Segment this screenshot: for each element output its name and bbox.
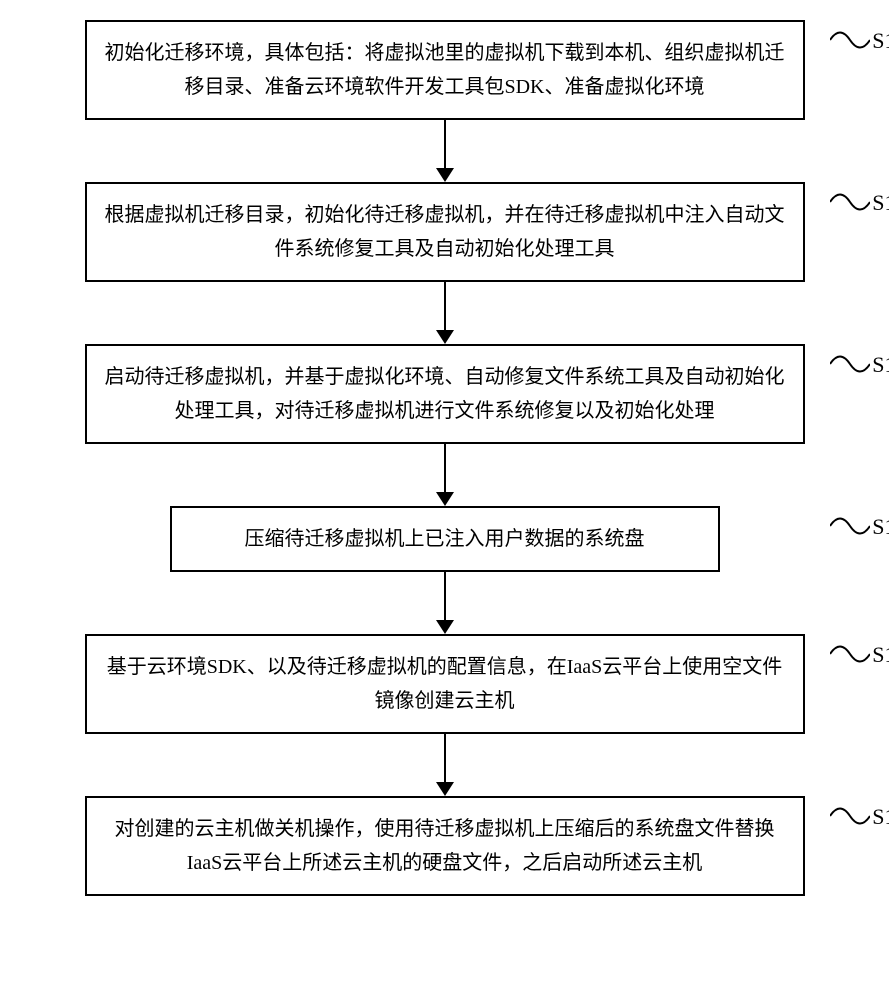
connector-curve [830,25,870,57]
arrow-line [444,120,446,170]
arrow-down [20,120,869,182]
connector-curve [830,187,870,219]
arrow-head [436,330,454,344]
arrow-line [444,282,446,332]
arrow-line [444,444,446,494]
step-label: S102 [830,184,889,221]
step-text: 基于云环境SDK、以及待迁移虚拟机的配置信息，在IaaS云平台上使用空文件镜像创… [107,656,783,712]
connector-curve [830,639,870,671]
arrow-down [20,282,869,344]
arrow-down [20,572,869,634]
arrow-head [436,620,454,634]
step-id: S105 [872,636,889,673]
step-text: 根据虚拟机迁移目录，初始化待迁移虚拟机，并在待迁移虚拟机中注入自动文件系统修复工… [105,204,785,260]
step-id: S101 [872,22,889,59]
step-label: S105 [830,636,889,673]
connector-curve [830,511,870,543]
arrow-line [444,734,446,784]
step-label: S103 [830,346,889,383]
arrow-head [436,168,454,182]
step-box-s103: 启动待迁移虚拟机，并基于虚拟化环境、自动修复文件系统工具及自动初始化处理工具，对… [85,344,805,444]
connector-curve [830,349,870,381]
step-row: 基于云环境SDK、以及待迁移虚拟机的配置信息，在IaaS云平台上使用空文件镜像创… [20,634,869,734]
arrow-down [20,444,869,506]
step-row: 根据虚拟机迁移目录，初始化待迁移虚拟机，并在待迁移虚拟机中注入自动文件系统修复工… [20,182,869,282]
step-text: 启动待迁移虚拟机，并基于虚拟化环境、自动修复文件系统工具及自动初始化处理工具，对… [105,366,785,422]
arrow-head [436,492,454,506]
step-box-s104: 压缩待迁移虚拟机上已注入用户数据的系统盘 S104 [170,506,720,572]
arrow-head [436,782,454,796]
step-row: 压缩待迁移虚拟机上已注入用户数据的系统盘 S104 [20,506,869,572]
step-id: S102 [872,184,889,221]
arrow-line [444,572,446,622]
step-box-s102: 根据虚拟机迁移目录，初始化待迁移虚拟机，并在待迁移虚拟机中注入自动文件系统修复工… [85,182,805,282]
flowchart-container: 初始化迁移环境，具体包括：将虚拟池里的虚拟机下载到本机、组织虚拟机迁移目录、准备… [20,20,869,896]
step-row: 初始化迁移环境，具体包括：将虚拟池里的虚拟机下载到本机、组织虚拟机迁移目录、准备… [20,20,869,120]
step-id: S106 [872,798,889,835]
step-id: S104 [872,508,889,545]
step-label: S101 [830,22,889,59]
step-row: 对创建的云主机做关机操作，使用待迁移虚拟机上压缩后的系统盘文件替换IaaS云平台… [20,796,869,896]
step-row: 启动待迁移虚拟机，并基于虚拟化环境、自动修复文件系统工具及自动初始化处理工具，对… [20,344,869,444]
step-label: S104 [830,508,889,545]
step-text: 压缩待迁移虚拟机上已注入用户数据的系统盘 [245,528,645,550]
step-id: S103 [872,346,889,383]
step-box-s106: 对创建的云主机做关机操作，使用待迁移虚拟机上压缩后的系统盘文件替换IaaS云平台… [85,796,805,896]
step-label: S106 [830,798,889,835]
arrow-down [20,734,869,796]
step-text: 对创建的云主机做关机操作，使用待迁移虚拟机上压缩后的系统盘文件替换IaaS云平台… [115,818,775,874]
step-box-s101: 初始化迁移环境，具体包括：将虚拟池里的虚拟机下载到本机、组织虚拟机迁移目录、准备… [85,20,805,120]
connector-curve [830,801,870,833]
step-box-s105: 基于云环境SDK、以及待迁移虚拟机的配置信息，在IaaS云平台上使用空文件镜像创… [85,634,805,734]
step-text: 初始化迁移环境，具体包括：将虚拟池里的虚拟机下载到本机、组织虚拟机迁移目录、准备… [105,42,785,98]
